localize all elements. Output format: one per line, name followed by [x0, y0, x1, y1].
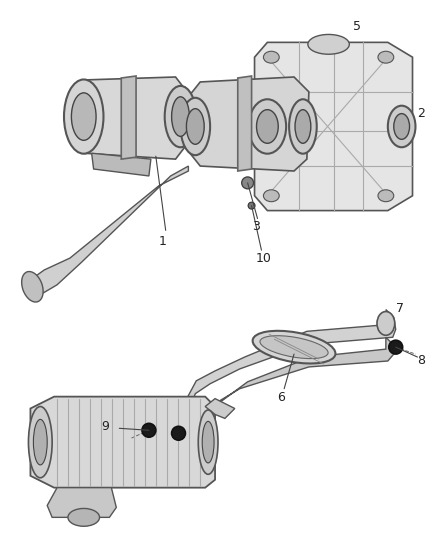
Text: 2: 2: [417, 107, 425, 119]
Polygon shape: [179, 310, 396, 430]
Ellipse shape: [378, 51, 394, 63]
Ellipse shape: [378, 190, 394, 201]
Polygon shape: [188, 77, 309, 171]
Ellipse shape: [253, 331, 336, 364]
Text: 1: 1: [159, 235, 166, 248]
Polygon shape: [180, 337, 394, 446]
Ellipse shape: [68, 508, 99, 526]
Ellipse shape: [394, 114, 410, 139]
Ellipse shape: [165, 86, 196, 147]
Ellipse shape: [21, 271, 43, 302]
Text: 6: 6: [277, 391, 285, 403]
Ellipse shape: [260, 336, 328, 359]
Ellipse shape: [289, 99, 317, 154]
Ellipse shape: [388, 106, 416, 147]
Ellipse shape: [389, 340, 403, 354]
Ellipse shape: [263, 51, 279, 63]
Polygon shape: [205, 399, 235, 418]
Ellipse shape: [249, 99, 286, 154]
Text: 3: 3: [251, 220, 259, 233]
Polygon shape: [92, 153, 151, 176]
Ellipse shape: [142, 423, 156, 437]
Text: 5: 5: [353, 20, 361, 34]
Polygon shape: [238, 76, 251, 171]
Ellipse shape: [263, 190, 279, 201]
Ellipse shape: [180, 98, 210, 155]
Ellipse shape: [71, 93, 96, 140]
Polygon shape: [121, 76, 136, 159]
Polygon shape: [254, 42, 413, 211]
Ellipse shape: [28, 407, 52, 478]
Ellipse shape: [198, 410, 218, 474]
Polygon shape: [30, 166, 188, 295]
Text: 10: 10: [255, 252, 272, 265]
Polygon shape: [84, 77, 185, 159]
Text: 8: 8: [417, 354, 425, 367]
Polygon shape: [30, 397, 215, 488]
Ellipse shape: [242, 177, 254, 189]
Text: 9: 9: [102, 421, 110, 433]
Ellipse shape: [377, 311, 395, 335]
Ellipse shape: [248, 202, 255, 209]
Ellipse shape: [295, 110, 311, 143]
Ellipse shape: [172, 426, 185, 440]
Text: 7: 7: [396, 302, 404, 314]
Ellipse shape: [202, 422, 214, 463]
Polygon shape: [47, 488, 117, 518]
Ellipse shape: [257, 110, 278, 143]
Ellipse shape: [33, 419, 47, 465]
Ellipse shape: [308, 35, 350, 54]
Ellipse shape: [187, 109, 204, 144]
Ellipse shape: [172, 97, 189, 136]
Ellipse shape: [64, 79, 103, 154]
